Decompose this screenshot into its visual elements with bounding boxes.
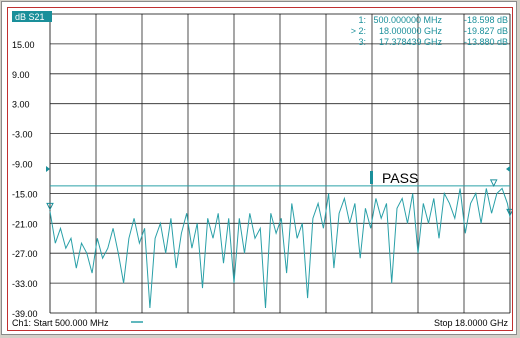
trace-label-bg	[12, 11, 52, 22]
marker-value: -18.598 dB	[464, 15, 508, 25]
marker-frequency: 17.378439 GHz	[379, 37, 443, 47]
left-ref-marker	[46, 166, 50, 172]
marker-id: 1:	[358, 15, 366, 25]
start-frequency: Ch1: Start 500.000 MHz	[12, 318, 109, 328]
y-tick-label: 15.00	[12, 40, 35, 50]
trace-s21	[49, 187, 511, 309]
stop-frequency: Stop 18.0000 GHz	[434, 318, 509, 328]
plot-frame: 15.00 9.00 3.00 -3.00 -9.00 -15.00 -21.00 -27.0…	[7, 7, 513, 331]
trace-label: dB S21	[15, 12, 45, 22]
marker-readouts: 1: 500.000000 MHz -18.598 dB > 2: 18.000000 …	[46, 15, 512, 217]
right-ref-marker	[506, 166, 510, 172]
marker-frequency: 18.000000 GHz	[379, 26, 443, 36]
s21-chart: 15.00 9.00 3.00 -3.00 -9.00 -15.00 -21.00 -27.0…	[12, 11, 512, 328]
marker-frequency: 500.000000 MHz	[373, 15, 442, 25]
grid	[49, 13, 511, 314]
y-tick-label: -3.00	[12, 130, 33, 140]
y-tick-label: -33.00	[12, 279, 38, 289]
pass-label: PASS	[382, 170, 418, 186]
marker-symbol	[506, 208, 512, 217]
marker-value: -19.827 dB	[464, 26, 508, 36]
y-axis: 15.00 9.00 3.00 -3.00 -9.00 -15.00 -21.00 -27.0…	[12, 40, 38, 319]
y-tick-label: -27.00	[12, 249, 38, 259]
marker-value: -13.880 dB	[464, 37, 508, 47]
y-tick-label: 9.00	[12, 70, 30, 80]
marker-symbol	[489, 179, 498, 188]
y-tick-label: -9.00	[12, 160, 33, 170]
pass-indicator	[370, 171, 373, 184]
marker-symbol	[46, 202, 54, 211]
marker-id: 3:	[358, 37, 366, 47]
y-tick-label: -15.00	[12, 189, 38, 199]
y-tick-label: 3.00	[12, 100, 30, 110]
y-tick-label: -21.00	[12, 219, 38, 229]
marker-id: > 2:	[351, 26, 366, 36]
y-tick-label: -39.00	[12, 309, 38, 319]
